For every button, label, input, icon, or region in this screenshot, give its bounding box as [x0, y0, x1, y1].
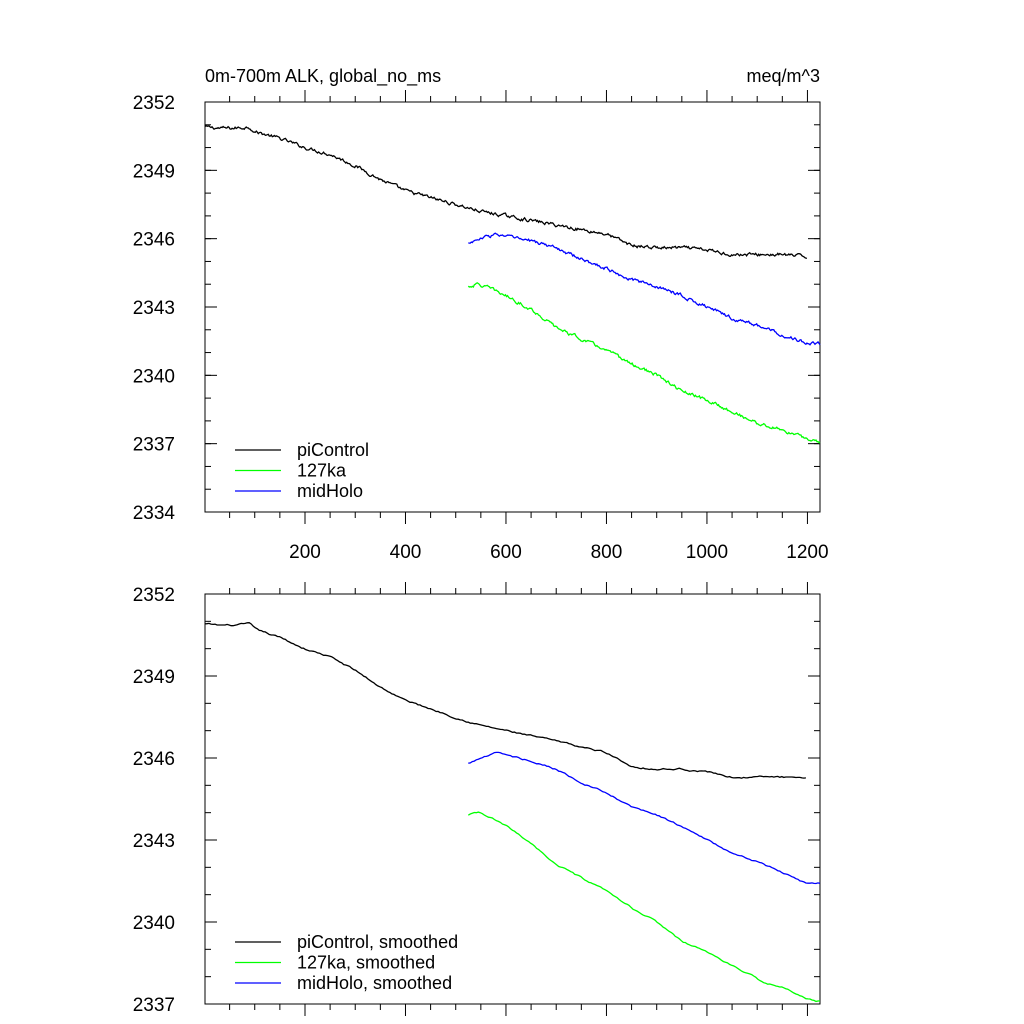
y-tick-label: 2352	[133, 585, 175, 606]
x-tick-label: 1200	[786, 542, 828, 563]
y-tick-label: 2337	[133, 995, 175, 1016]
y-tick-label: 2343	[133, 298, 175, 319]
series-line-midholo	[468, 232, 821, 346]
x-tick-label: 1000	[686, 542, 728, 563]
x-tick-label: 200	[289, 542, 321, 563]
series-line-picontrol	[204, 622, 806, 779]
legend-label: midHolo	[297, 481, 363, 501]
series-line-midholo	[468, 751, 821, 885]
units-label: meq/m^3	[747, 66, 820, 86]
x-tick-label: 400	[390, 542, 422, 563]
legend-label: piControl, smoothed	[297, 932, 458, 952]
legend-label: midHolo, smoothed	[297, 973, 452, 993]
x-tick-label: 600	[490, 542, 522, 563]
y-tick-label: 2346	[133, 749, 175, 770]
y-tick-label: 2349	[133, 161, 175, 182]
y-tick-label: 2343	[133, 831, 175, 852]
y-tick-label: 2334	[133, 503, 176, 524]
y-tick-label: 2352	[133, 93, 175, 114]
y-tick-label: 2346	[133, 230, 175, 251]
series-line-127ka	[467, 811, 821, 1003]
y-tick-label: 2349	[133, 667, 175, 688]
chart-title: 0m-700m ALK, global_no_ms	[205, 66, 441, 87]
y-tick-label: 2340	[133, 913, 175, 934]
series-line-picontrol	[204, 124, 808, 260]
series-line-127ka	[467, 282, 821, 444]
chart-panel-2: 2337 2340 2343 2346 2349 2352 piControl, smoot…	[133, 582, 821, 1016]
legend-label: 127ka, smoothed	[297, 953, 435, 973]
chart-panel-1: 0m-700m ALK, global_no_ms meq/m^3 2334 2337…	[133, 66, 829, 563]
x-tick-label: 800	[591, 542, 623, 563]
legend-label: piControl	[297, 440, 369, 460]
legend-label: 127ka	[297, 461, 347, 481]
y-tick-label: 2337	[133, 435, 175, 456]
plot-frame	[204, 593, 821, 1005]
y-tick-label: 2340	[133, 366, 175, 387]
